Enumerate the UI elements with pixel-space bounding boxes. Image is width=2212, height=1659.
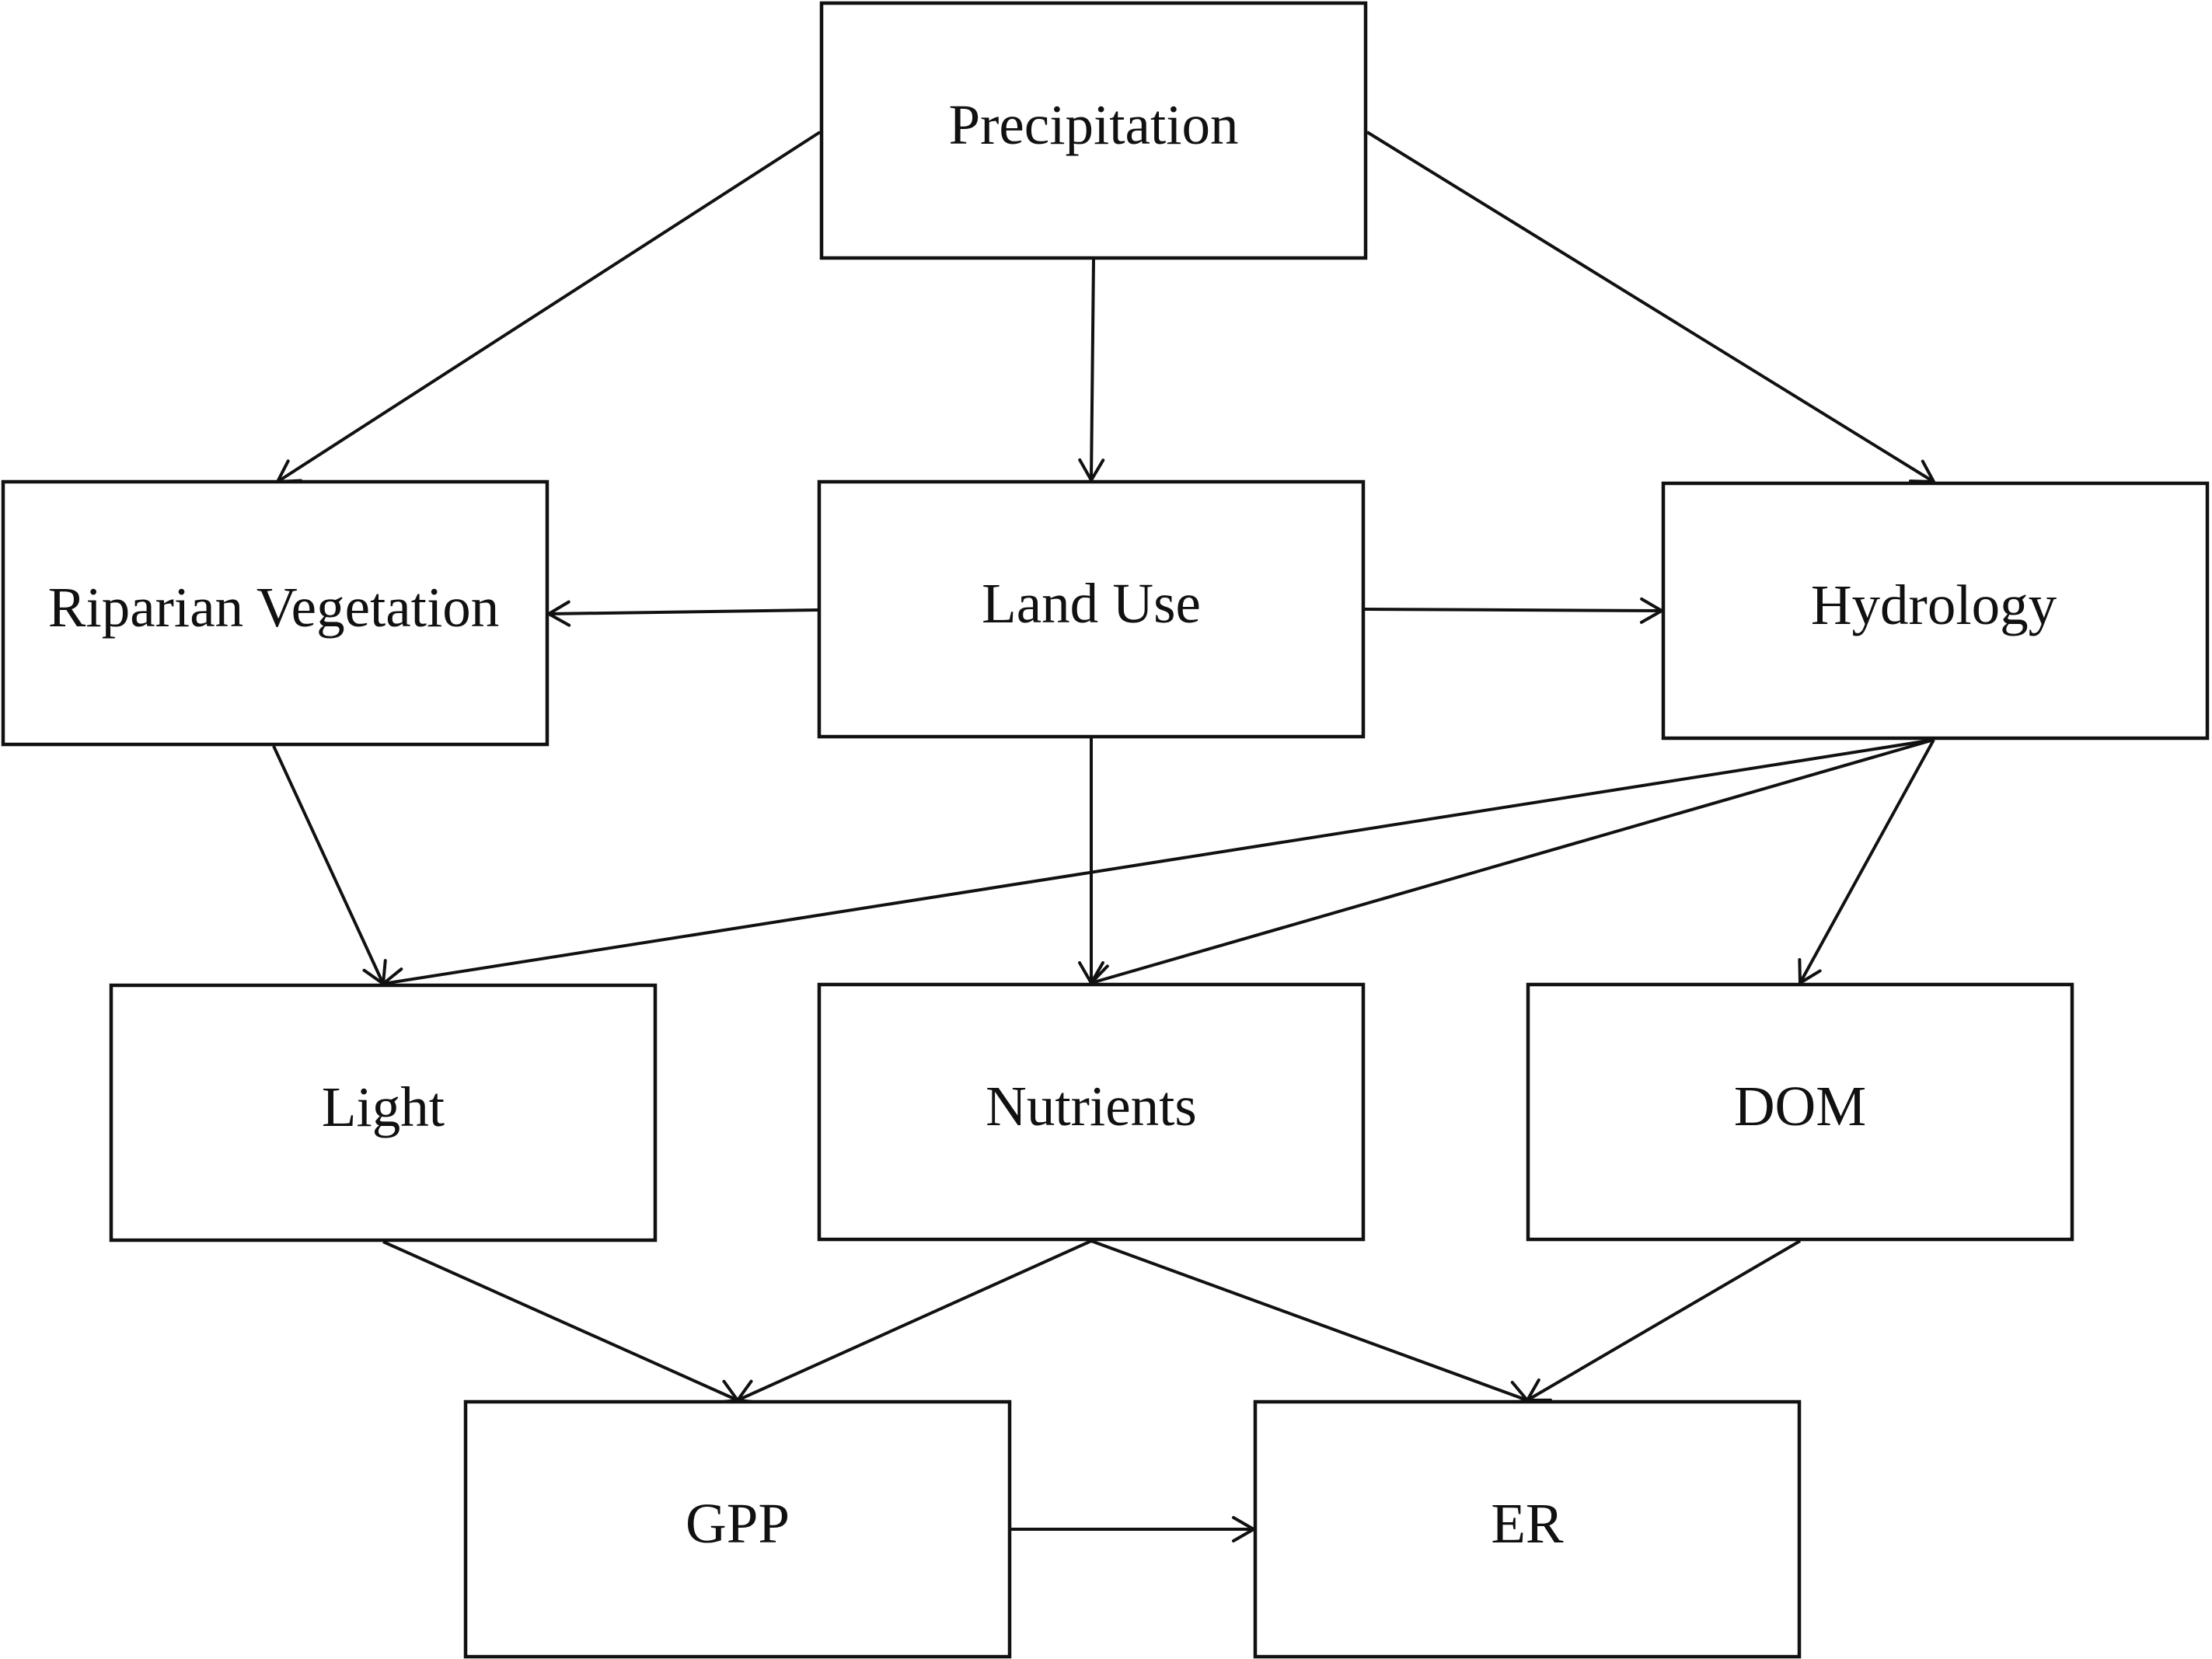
node-label-er: ER — [1491, 1492, 1564, 1555]
edge-land-use-to-nutrients — [1078, 738, 1104, 985]
edge-line — [1366, 131, 1935, 483]
edge-line — [1526, 1239, 1802, 1402]
node-label-dom: DOM — [1734, 1075, 1866, 1138]
edge-hydrology-to-light — [382, 738, 1935, 994]
edge-line — [382, 1240, 738, 1402]
node-label-gpp: GPP — [686, 1492, 790, 1555]
edge-line — [1799, 739, 1935, 984]
node-label-riparian-vegetation: Riparian Vegetation — [48, 576, 499, 639]
node-label-precipitation: Precipitation — [948, 93, 1238, 156]
node-dom: DOM — [1526, 982, 2074, 1242]
node-precipitation: Precipitation — [819, 1, 1368, 260]
edge-line — [1090, 738, 1935, 985]
node-gpp: GPP — [463, 1399, 1012, 1659]
edge-line — [1364, 608, 1662, 612]
edge-line — [276, 131, 822, 483]
node-label-light: Light — [322, 1075, 445, 1138]
node-light: Light — [109, 983, 658, 1243]
edge-precipitation-to-riparian-vegetation — [276, 131, 822, 483]
node-label-nutrients: Nutrients — [986, 1075, 1197, 1138]
edge-line — [1090, 1239, 1528, 1402]
edge-riparian-vegetation-to-light — [272, 745, 387, 985]
edge-gpp-to-er — [1011, 1516, 1255, 1542]
edge-land-use-to-riparian-vegetation — [547, 600, 818, 627]
node-riparian-vegetation: Riparian Vegetation — [1, 479, 550, 747]
edge-line — [737, 1239, 1092, 1402]
edge-line — [382, 738, 1935, 985]
edge-hydrology-to-nutrients — [1090, 738, 1935, 991]
edge-precipitation-to-hydrology — [1366, 131, 1935, 483]
node-nutrients: Nutrients — [817, 982, 1366, 1242]
edge-dom-to-er — [1526, 1239, 1802, 1402]
edge-precipitation-to-land-use — [1078, 259, 1105, 482]
node-hydrology: Hydrology — [1661, 481, 2210, 741]
edge-line — [272, 745, 385, 985]
node-land-use: Land Use — [817, 479, 1366, 739]
node-label-land-use: Land Use — [982, 572, 1201, 635]
edge-light-to-gpp — [382, 1240, 739, 1405]
edge-line — [548, 608, 818, 615]
edge-line — [1090, 259, 1095, 481]
node-er: ER — [1253, 1399, 1802, 1659]
edges-layer — [272, 131, 1935, 1542]
edge-hydrology-to-dom — [1798, 739, 1935, 985]
edge-land-use-to-hydrology — [1364, 597, 1663, 624]
node-label-hydrology: Hydrology — [1811, 573, 2057, 636]
edge-nutrients-to-gpp — [736, 1239, 1092, 1405]
edge-nutrients-to-er — [1090, 1239, 1529, 1406]
